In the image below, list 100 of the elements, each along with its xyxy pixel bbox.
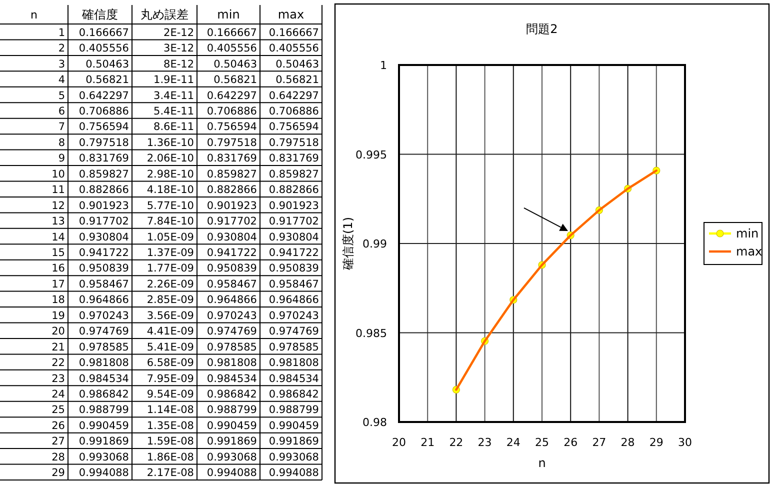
data-label: 0.917702	[268, 216, 319, 228]
data-label: 0.50463	[276, 58, 319, 70]
x-tick-label: 30	[678, 436, 692, 449]
x-tick-label: 28	[620, 436, 635, 449]
data-label: 0.930804	[78, 231, 130, 244]
y-tick-label: 0.98	[362, 416, 387, 429]
data-label: 0.958467	[206, 278, 257, 290]
data-label: 0.405556	[206, 42, 258, 55]
data-label: 5.4E-11	[154, 105, 194, 118]
data-label: 0.831769	[268, 152, 319, 165]
data-label: 2.98E-10	[146, 168, 194, 180]
x-tick-label: 20	[392, 436, 406, 449]
data-label: 3.4E-11	[154, 90, 194, 102]
data-label: 0.993068	[78, 451, 129, 464]
y-tick-label: 22	[52, 357, 65, 370]
data-label: 0.56821	[214, 74, 257, 86]
y-tick-label: 15	[52, 247, 65, 259]
data-label: 0.917702	[78, 216, 129, 228]
data-label: 5.77E-10	[146, 200, 194, 212]
data-label: 0.756594	[206, 121, 258, 134]
x-tick-label: max	[278, 8, 304, 22]
y-tick-label: 0.995	[356, 148, 387, 162]
data-label: 0.166667	[268, 26, 319, 39]
chart-title: 問題2	[526, 22, 558, 36]
data-label: 2.85E-09	[146, 294, 194, 306]
data-label: 0.859827	[206, 168, 257, 180]
data-label: 0.974769	[206, 326, 257, 338]
x-tick-label: 丸め誤差	[140, 8, 188, 22]
data-label: 0.950839	[206, 262, 257, 275]
data-label: 0.981808	[78, 357, 129, 370]
y-tick-label: 2	[58, 42, 65, 55]
data-label: 0.988799	[268, 404, 319, 416]
data-label: 0.706886	[268, 105, 320, 118]
data-label: 0.642297	[268, 90, 319, 102]
data-label: 0.166667	[78, 26, 129, 39]
data-label: 1.77E-09	[146, 262, 194, 275]
y-tick-label: 19	[52, 310, 65, 322]
data-label: 1.35E-08	[146, 420, 194, 432]
data-label: 0.970243	[78, 310, 129, 322]
x-tick-label: 25	[535, 436, 549, 449]
data-label: 1.86E-08	[146, 451, 194, 464]
data-label: 3.56E-09	[146, 310, 194, 322]
data-label: 8E-12	[164, 58, 194, 70]
data-label: 0.941722	[268, 247, 319, 259]
y-tick-label: 1	[380, 59, 387, 72]
y-tick-label: 3	[58, 58, 65, 70]
data-label: 0.990459	[268, 420, 319, 432]
data-label: 9.54E-09	[146, 388, 194, 401]
data-label: 0.901923	[78, 200, 129, 212]
data-label: 2.17E-08	[146, 467, 194, 480]
x-tick-label: 29	[649, 436, 664, 449]
data-label: 0.978585	[78, 341, 129, 354]
data-label: 0.984534	[268, 372, 320, 385]
data-label: 2.26E-09	[146, 278, 194, 290]
data-label: 0.831769	[78, 152, 129, 165]
data-label: 2E-12	[164, 26, 194, 39]
data-label: 0.974769	[268, 326, 319, 338]
data-label: 7.95E-09	[146, 372, 194, 385]
data-label: 0.958467	[78, 278, 129, 290]
y-tick-label: 0.99	[362, 238, 387, 250]
data-label: 0.405556	[268, 42, 320, 55]
data-label: 0.950839	[268, 262, 319, 275]
data-label: 0.901923	[206, 200, 257, 212]
data-label: 0.941722	[206, 247, 257, 259]
data-label: 3E-12	[164, 42, 194, 55]
data-label: 0.988799	[78, 404, 129, 416]
data-label: 0.993068	[268, 451, 319, 464]
data-label: 0.831769	[206, 152, 257, 165]
data-label: 1.59E-08	[146, 436, 194, 448]
data-label: 0.642297	[78, 90, 129, 102]
data-label: 0.964866	[78, 294, 130, 306]
y-tick-label: 0.985	[356, 326, 387, 340]
y-tick-label: 26	[52, 420, 66, 432]
x-tick-label: 21	[420, 436, 435, 449]
data-label: 0.964866	[268, 294, 320, 306]
data-label: 0.986842	[206, 388, 257, 401]
data-label: 1.36E-10	[146, 136, 194, 149]
y-tick-label: 14	[52, 231, 66, 244]
y-tick-label: 18	[52, 294, 65, 306]
data-label: 0.706886	[206, 105, 258, 118]
data-label: 0.56821	[276, 74, 319, 86]
y-tick-label: 5	[58, 90, 65, 102]
data-label: 0.405556	[78, 42, 130, 55]
data-label: 0.797518	[268, 136, 319, 149]
legend-label: min	[736, 226, 759, 240]
y-tick-label: 25	[52, 404, 65, 416]
data-label: 0.986842	[268, 388, 319, 401]
data-label: 0.991869	[206, 436, 257, 448]
data-label: 0.859827	[78, 168, 129, 180]
data-label: 0.930804	[268, 231, 320, 244]
data-label: 2.06E-10	[146, 152, 194, 165]
data-label: 5.41E-09	[146, 341, 194, 354]
data-label: 0.978585	[268, 341, 319, 354]
data-label: 0.56821	[86, 74, 129, 86]
data-label: 0.994088	[268, 467, 319, 480]
data-label: 8.6E-11	[154, 121, 194, 134]
y-tick-label: 12	[52, 200, 65, 212]
y-tick-label: 11	[52, 184, 65, 196]
data-label: 0.964866	[206, 294, 258, 306]
x-tick-label: 27	[592, 436, 606, 449]
